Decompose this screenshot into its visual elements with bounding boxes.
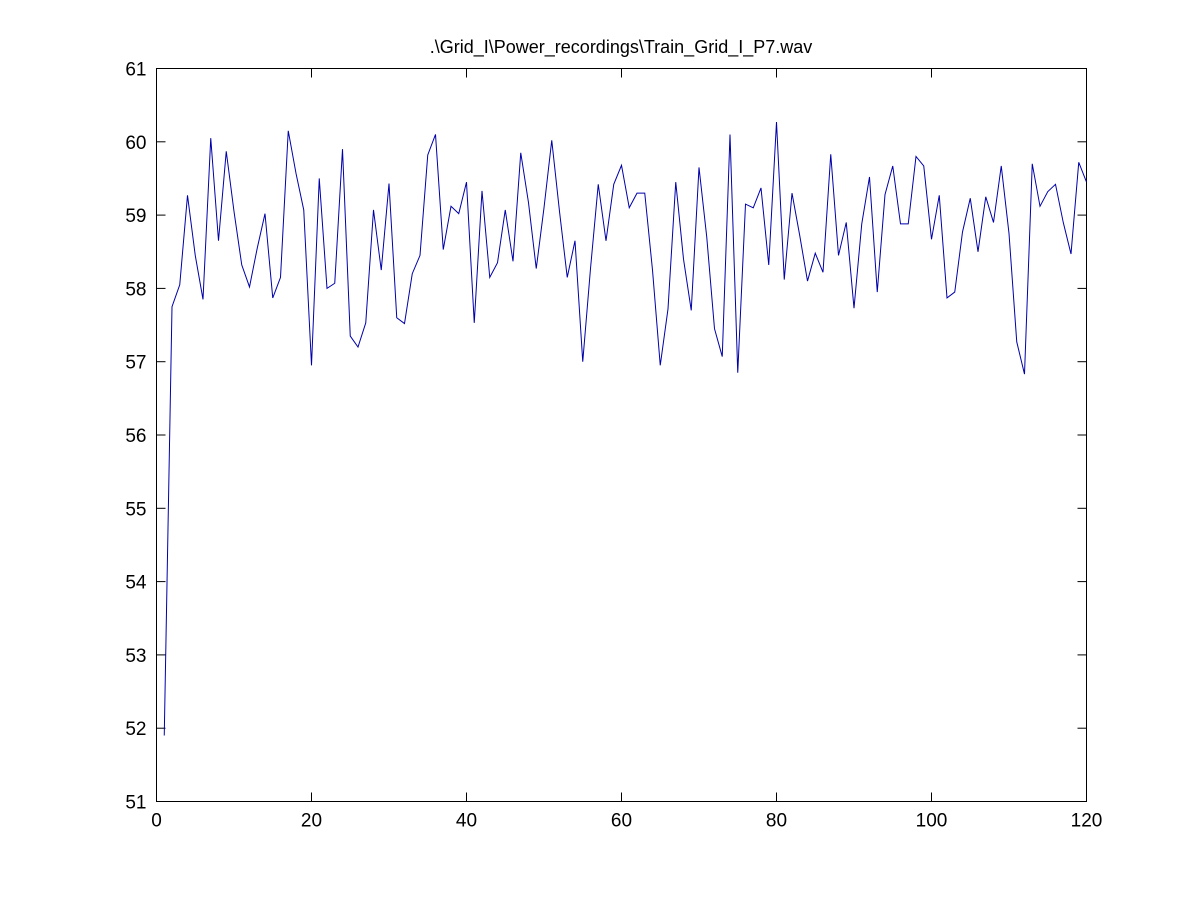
- axis-tick-labels: 0 20 40 60 80 100 120 51 52 53 54 55 56 57 58 59 60 61: [125, 60, 1102, 832]
- chart-title: .\Grid_I\Power_recordings\Train_Grid_I_P…: [430, 37, 813, 58]
- x-tick-label: 20: [301, 811, 322, 832]
- x-tick-label: 100: [916, 811, 948, 832]
- x-tick-label: 0: [151, 811, 162, 832]
- series-line: [163, 121, 1087, 736]
- y-tick-label: 55: [125, 499, 146, 520]
- y-tick-label: 58: [125, 279, 146, 300]
- y-tick-label: 57: [125, 353, 146, 374]
- x-tick-label: 40: [456, 811, 477, 832]
- y-tick-label: 54: [125, 573, 147, 594]
- plot-area: [156, 68, 1087, 802]
- y-tick-label: 61: [125, 60, 146, 81]
- y-tick-label: 52: [125, 719, 146, 740]
- axis-ticks: [156, 68, 1087, 802]
- y-tick-label: 51: [125, 793, 146, 814]
- y-tick-label: 56: [125, 426, 146, 447]
- y-tick-label: 60: [125, 133, 146, 154]
- x-tick-label: 60: [611, 811, 632, 832]
- y-tick-label: 59: [125, 206, 146, 227]
- x-tick-label: 80: [766, 811, 787, 832]
- x-tick-label: 120: [1071, 811, 1103, 832]
- y-tick-label: 53: [125, 646, 146, 667]
